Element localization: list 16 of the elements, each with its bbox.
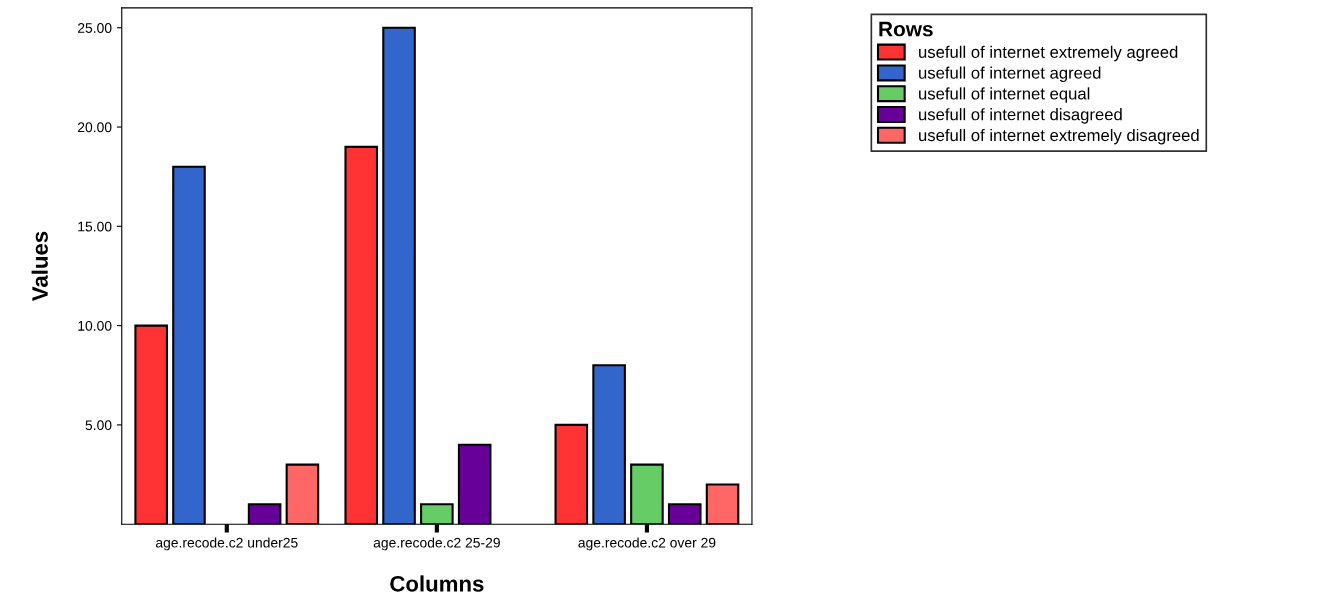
y-tick-label: 5.00 [85, 420, 112, 431]
y-tick-label: 15.00 [78, 221, 112, 232]
legend-label: usefull of internet equal [919, 87, 1090, 103]
y-axis-title: Values [31, 231, 48, 302]
legend-title: Rows [879, 21, 933, 37]
legend-label: usefull of internet agreed [919, 66, 1101, 83]
legend-label: usefull of internet extremely agreed [919, 45, 1178, 62]
x-axis-title: Columns [390, 575, 484, 592]
x-tick-label: age.recode.c2 under25 [155, 537, 298, 551]
x-tick-label: age.recode.c2 over 29 [578, 537, 716, 551]
y-tick-label: 25.00 [77, 23, 112, 33]
x-tick-label: age.recode.c2 25-29 [373, 537, 500, 551]
y-tick-label: 20.00 [77, 122, 112, 133]
legend-label: usefull of internet disagreed [919, 108, 1122, 124]
legend-label: usefull of internet extremely disagreed [919, 128, 1199, 145]
y-tick-label: 10.00 [78, 320, 112, 331]
